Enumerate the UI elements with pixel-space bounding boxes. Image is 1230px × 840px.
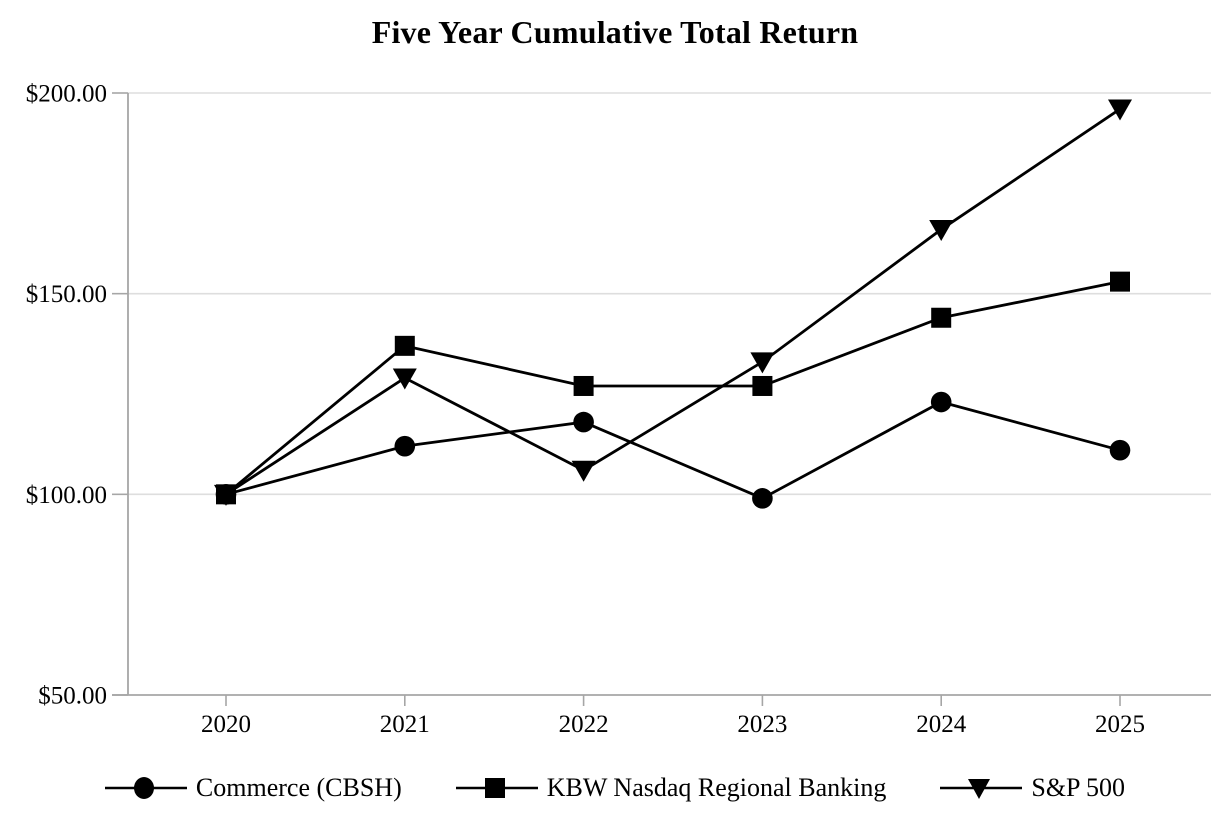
- data-point-marker-kbw-nasdaq-regional-banking: [216, 484, 236, 505]
- data-point-marker-kbw-nasdaq-regional-banking: [1110, 271, 1130, 292]
- legend-label-commerce-cbsh: Commerce (CBSH): [195, 773, 402, 802]
- circle-marker-icon: [104, 777, 187, 799]
- x-axis-tick-label: 2025: [1095, 711, 1145, 738]
- series-line-kbw-nasdaq-regional-banking: [225, 280, 1121, 496]
- data-point-marker-commerce-cbsh: [394, 435, 416, 457]
- data-point-marker-s-p-500: [392, 368, 417, 390]
- data-point-marker-s-p-500: [750, 352, 775, 374]
- data-point-marker-commerce-cbsh: [573, 411, 594, 433]
- x-axis-tick-label: 2021: [380, 711, 430, 738]
- legend-entry-kbw-nasdaq-regional-banking: KBW Nasdaq Regional Banking: [455, 773, 887, 803]
- y-axis-tick-label: $50.00: [38, 683, 107, 710]
- y-axis-tick-label: $200.00: [26, 81, 107, 108]
- data-point-marker-s-p-500: [571, 460, 596, 482]
- data-point-marker-kbw-nasdaq-regional-banking: [752, 375, 773, 396]
- data-point-marker-kbw-nasdaq-regional-banking: [573, 375, 594, 396]
- data-point-marker-commerce-cbsh: [1109, 439, 1131, 461]
- data-point-marker-commerce-cbsh: [752, 488, 773, 509]
- x-axis-tick-label: 2022: [559, 711, 609, 738]
- legend-entry-sp-500: S&P 500: [940, 773, 1125, 803]
- x-axis-tick-label: 2023: [737, 711, 787, 738]
- y-axis-tick-label: $100.00: [26, 482, 107, 509]
- data-point-marker-s-p-500: [929, 219, 954, 241]
- data-point-marker-s-p-500: [1108, 99, 1132, 121]
- chart-title: Five Year Cumulative Total Return: [371, 14, 859, 50]
- data-point-marker-kbw-nasdaq-regional-banking: [931, 307, 952, 328]
- data-point-marker-commerce-cbsh: [930, 391, 952, 413]
- x-axis-tick-label: 2020: [201, 711, 251, 738]
- series-line-s-p-500: [225, 107, 1121, 496]
- data-point-marker-kbw-nasdaq-regional-banking: [394, 335, 415, 356]
- x-axis-tick-label: 2024: [916, 711, 967, 738]
- triangle-down-marker-icon: [940, 779, 1023, 799]
- y-axis-tick-label: $150.00: [26, 281, 107, 308]
- legend-label-kbw-nasdaq-regional-banking: KBW Nasdaq Regional Banking: [546, 773, 887, 802]
- legend-label-sp-500: S&P 500: [1031, 773, 1126, 802]
- series-line-commerce-cbsh: [225, 400, 1121, 500]
- legend-entry-commerce-cbsh: Commerce (CBSH): [104, 773, 402, 803]
- chart-legend: Commerce (CBSH) KBW Nasdaq Regional Bank…: [0, 773, 1230, 803]
- square-marker-icon: [455, 778, 538, 798]
